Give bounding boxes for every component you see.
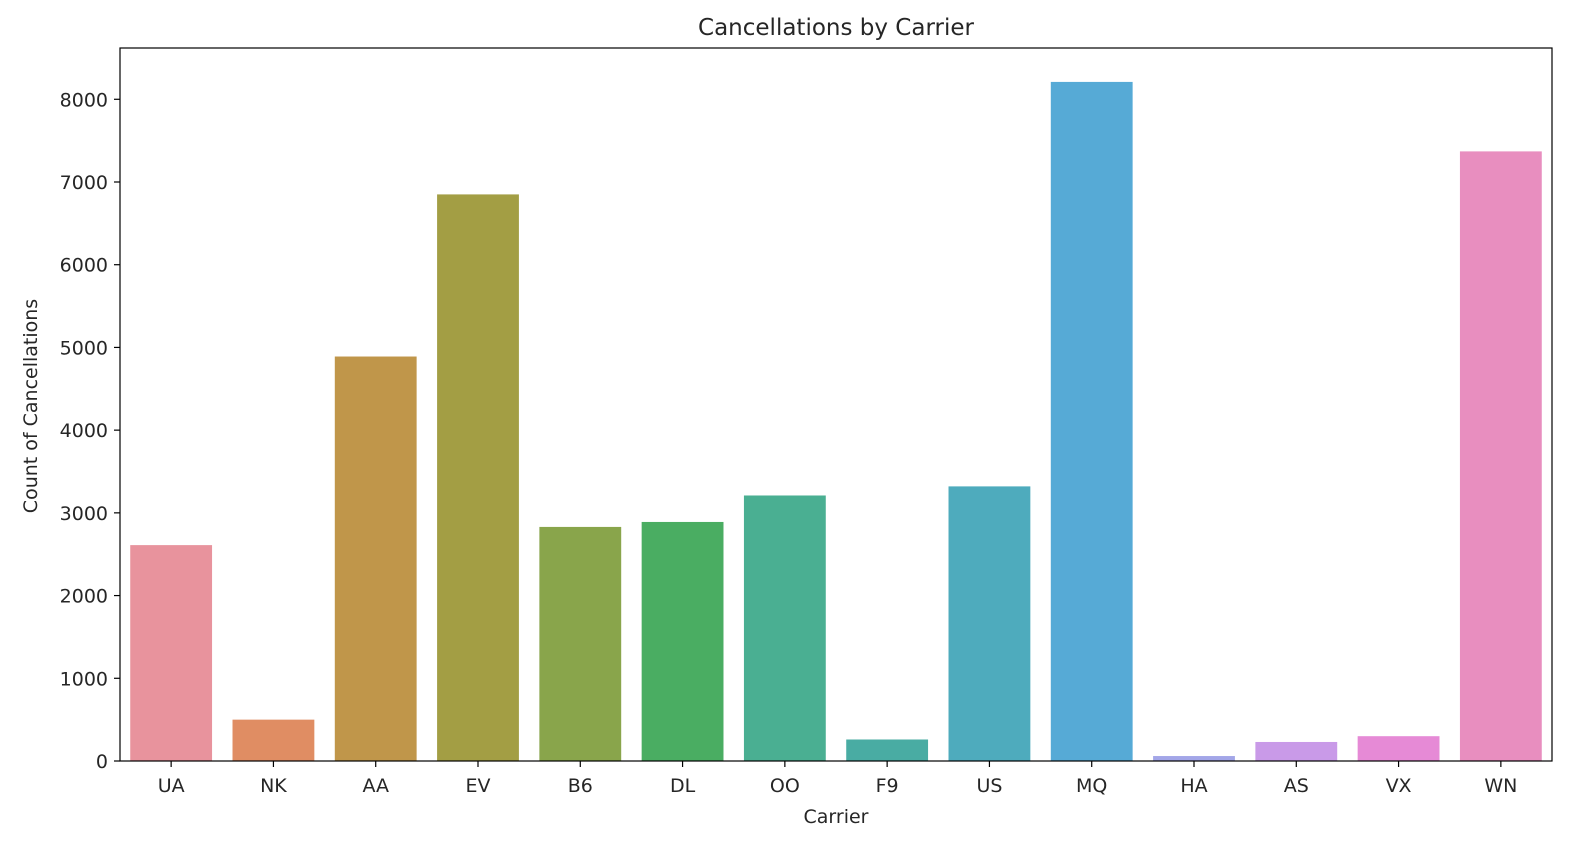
bar-dl [641, 521, 724, 761]
y-tick-label-2000: 2000 [60, 586, 108, 608]
bar-vx [1357, 736, 1440, 761]
y-tick-label-6000: 6000 [60, 255, 108, 277]
x-tick-label-wn: WN [1484, 775, 1517, 797]
x-tick-label-ua: UA [158, 775, 185, 797]
x-axis-title: Carrier [804, 806, 869, 828]
bar-ua [130, 545, 213, 761]
bar-nk [232, 719, 315, 761]
bar-us [948, 486, 1031, 761]
x-tick-label-aa: AA [362, 775, 389, 797]
bars-group [130, 81, 1542, 762]
y-tick-label-0: 0 [96, 751, 108, 773]
x-tick-label-b6: B6 [568, 775, 593, 797]
bar-aa [334, 356, 417, 761]
y-tick-label-1000: 1000 [60, 668, 108, 690]
y-axis: 0 1000 2000 3000 4000 5000 6000 7000 8000 [60, 89, 120, 773]
bar-wn [1459, 151, 1542, 762]
x-tick-label-vx: VX [1386, 775, 1412, 797]
bar-ev [437, 194, 519, 761]
bar-as [1255, 741, 1338, 761]
x-tick-label-as: AS [1284, 775, 1309, 797]
y-tick-label-7000: 7000 [60, 172, 108, 194]
x-tick-label-us: US [976, 775, 1002, 797]
plot-frame [119, 47, 1553, 762]
x-tick-label-oo: OO [770, 775, 800, 797]
x-axis: UA NK AA EV B6 DL OO F9 US MQ HA AS VX WN [158, 761, 1517, 797]
x-tick-label-f9: F9 [876, 775, 899, 797]
bar-mq [1050, 81, 1133, 762]
bar-oo [743, 495, 826, 761]
bar-f9 [846, 739, 929, 761]
y-tick-label-3000: 3000 [60, 503, 108, 525]
y-axis-title: Count of Cancellations [20, 299, 42, 513]
x-tick-label-nk: NK [260, 775, 287, 797]
y-tick-label-5000: 5000 [60, 337, 108, 359]
bar-ha [1153, 756, 1235, 761]
x-tick-label-ev: EV [465, 775, 490, 797]
y-tick-label-8000: 8000 [60, 89, 108, 111]
chart-title: Cancellations by Carrier [698, 15, 974, 41]
x-tick-label-mq: MQ [1076, 775, 1107, 797]
x-tick-label-ha: HA [1180, 775, 1207, 797]
bar-b6 [539, 526, 622, 761]
x-tick-label-dl: DL [670, 775, 696, 797]
y-tick-label-4000: 4000 [60, 420, 108, 442]
